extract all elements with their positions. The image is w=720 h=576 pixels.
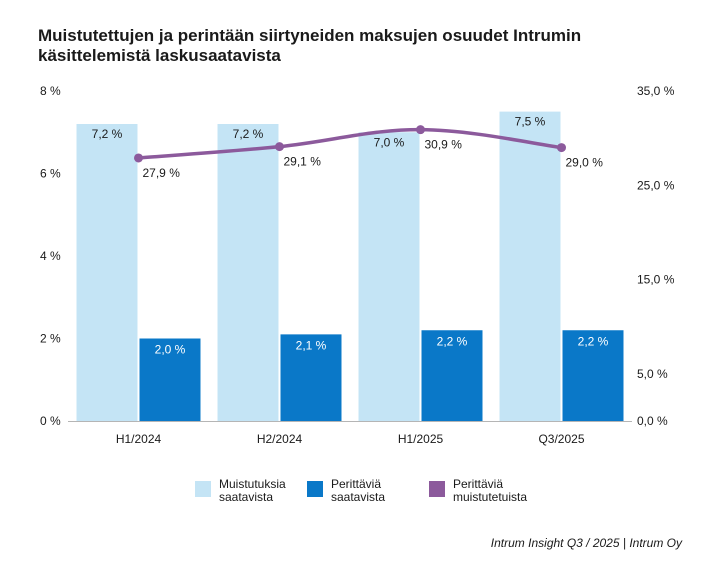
line-point xyxy=(557,143,566,153)
line-data-label: 30,9 % xyxy=(425,138,463,152)
bar-collections xyxy=(280,334,342,421)
x-axis-tick-label: H2/2024 xyxy=(257,432,303,446)
bar-reminders xyxy=(499,111,561,421)
line-data-label: 27,9 % xyxy=(143,166,181,180)
right-axis-tick-label: 25,0 % xyxy=(637,178,675,192)
line-point xyxy=(416,125,425,135)
legend-swatch-reminders xyxy=(195,481,211,497)
line-point xyxy=(134,153,143,163)
right-axis-tick-label: 5,0 % xyxy=(637,367,668,381)
line-point xyxy=(275,142,284,152)
line-collections-of-reminded xyxy=(138,127,562,160)
bar-reminders xyxy=(217,124,279,421)
bar-label-collections: 2,2 % xyxy=(578,334,609,348)
legend-item-collections: Perittäviä saatavista xyxy=(307,478,421,504)
left-axis-tick-label: 4 % xyxy=(40,249,61,263)
bar-label-collections: 2,1 % xyxy=(296,338,327,352)
legend-label-collections-of-reminded: Perittäviä muistutetuista xyxy=(453,477,528,504)
line-data-label: 29,1 % xyxy=(284,155,322,169)
left-axis-tick-label: 6 % xyxy=(40,167,61,181)
legend-item-reminders: Muistutuksia saatavista xyxy=(195,478,309,504)
x-axis-tick-label: Q3/2025 xyxy=(538,432,584,446)
legend-swatch-collections xyxy=(307,481,323,497)
legend: Muistutuksia saatavista Perittäviä saata… xyxy=(0,478,720,518)
bar-label-collections: 2,2 % xyxy=(437,334,468,348)
bar-label-reminders: 7,2 % xyxy=(233,127,264,141)
right-axis-tick-label: 35,0 % xyxy=(637,84,675,98)
line-data-label: 29,0 % xyxy=(566,156,604,170)
source-note: Intrum Insight Q3 / 2025 | Intrum Oy xyxy=(490,536,682,550)
bar-reminders xyxy=(76,124,138,421)
legend-swatch-collections-of-reminded xyxy=(429,481,445,497)
left-axis-tick-label: 8 % xyxy=(40,84,61,98)
bar-label-reminders: 7,0 % xyxy=(374,135,405,149)
legend-label-reminders: Muistutuksia saatavista xyxy=(219,477,286,504)
right-axis-tick-label: 15,0 % xyxy=(637,273,675,287)
bar-label-collections: 2,0 % xyxy=(155,343,186,357)
bar-label-reminders: 7,2 % xyxy=(92,127,123,141)
bar-collections xyxy=(421,330,483,421)
left-axis-tick-label: 2 % xyxy=(40,332,61,346)
legend-item-collections-of-reminded: Perittäviä muistutetuista xyxy=(429,478,543,504)
chart-title: Muistutettujen ja perintään siirtyneiden… xyxy=(38,26,582,65)
x-axis-tick-label: H1/2024 xyxy=(116,432,162,446)
bar-collections xyxy=(562,330,624,421)
legend-label-collections: Perittäviä saatavista xyxy=(331,477,386,504)
bar-collections xyxy=(139,338,201,421)
bar-label-reminders: 7,5 % xyxy=(515,115,546,129)
right-axis-tick-label: 0,0 % xyxy=(637,414,668,428)
x-axis-tick-label: H1/2025 xyxy=(398,432,444,446)
bar-reminders xyxy=(358,132,420,421)
left-axis-tick-label: 0 % xyxy=(40,414,61,428)
